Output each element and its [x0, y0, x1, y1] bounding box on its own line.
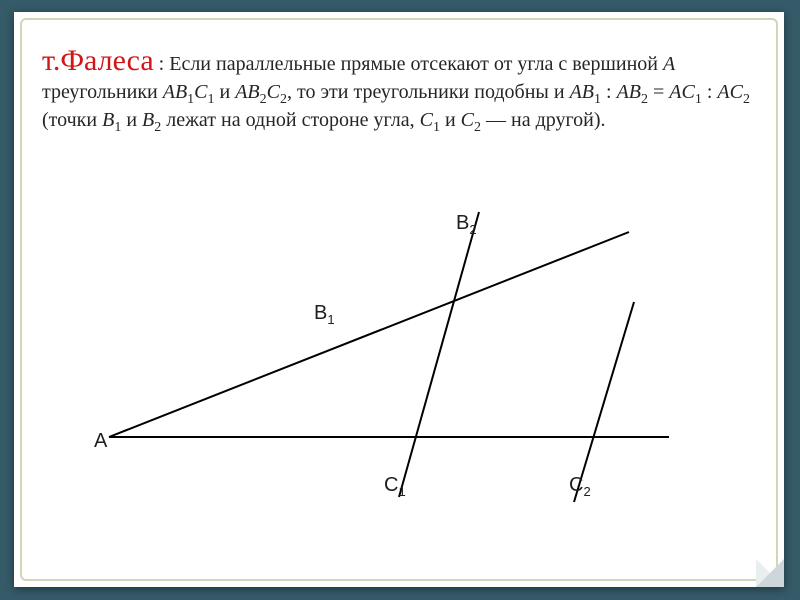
- title-separator: :: [154, 53, 170, 75]
- C1a: C: [194, 81, 207, 103]
- label-A-text: A: [94, 430, 107, 452]
- rsub4: 2: [743, 92, 750, 107]
- label-C2-text: C: [569, 474, 583, 496]
- pB2: B: [142, 109, 154, 131]
- body-5: (точки: [42, 109, 102, 131]
- pB1: B: [102, 109, 114, 131]
- label-C1: C1: [384, 474, 406, 499]
- rsub3: 1: [695, 92, 702, 107]
- body-3: и: [215, 81, 236, 103]
- rsub2: 2: [641, 92, 648, 107]
- colon1: :: [601, 81, 617, 103]
- theorem-title: т.Фалеса: [42, 44, 154, 77]
- C2a: C: [267, 81, 280, 103]
- sub-2b: 2: [280, 92, 287, 107]
- label-C2-sub: 2: [583, 484, 590, 499]
- rsub1: 1: [594, 92, 601, 107]
- and1: и: [121, 109, 142, 131]
- label-B1: B1: [314, 302, 335, 327]
- and2: и: [440, 109, 461, 131]
- psub4: 2: [474, 120, 481, 135]
- label-C1-text: C: [384, 474, 398, 496]
- body-2: треугольники: [42, 81, 163, 103]
- label-A: A: [94, 430, 107, 453]
- pC1: C: [420, 109, 433, 131]
- body-1: Если параллельные прямые отсекают от угл…: [169, 53, 663, 75]
- dash: —: [481, 109, 511, 131]
- body-4: , то эти треугольники подобны и: [287, 81, 570, 103]
- sub-1b: 1: [208, 92, 215, 107]
- rAC2: AC: [717, 81, 743, 103]
- pC2: C: [461, 109, 474, 131]
- label-B2: B2: [456, 212, 477, 237]
- label-C1-sub: 1: [398, 484, 405, 499]
- label-C2: C2: [569, 474, 591, 499]
- AB1: AB: [163, 81, 187, 103]
- body-6: лежат на одной стороне угла,: [161, 109, 419, 131]
- eq: =: [648, 81, 669, 103]
- theorem-text: т.Фалеса : Если параллельные прямые отсе…: [42, 42, 756, 137]
- label-B1-text: B: [314, 302, 327, 324]
- page-fold: [756, 559, 784, 587]
- body-7: на другой).: [511, 109, 606, 131]
- label-B2-text: B: [456, 212, 469, 234]
- rAC1: AC: [669, 81, 695, 103]
- slide: т.Фалеса : Если параллельные прямые отсе…: [14, 12, 784, 587]
- sub-2a: 2: [260, 92, 267, 107]
- AB2: AB: [235, 81, 259, 103]
- colon2: :: [702, 81, 718, 103]
- psub3: 1: [433, 120, 440, 135]
- rAB1: AB: [570, 81, 594, 103]
- label-B1-sub: 1: [327, 312, 334, 327]
- label-B2-sub: 2: [469, 222, 476, 237]
- rAB2: AB: [617, 81, 641, 103]
- italic-A: A: [663, 53, 675, 75]
